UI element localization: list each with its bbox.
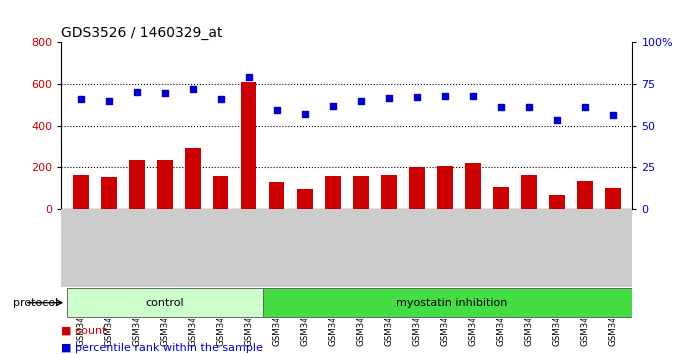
Point: [271, 107, 282, 113]
Bar: [129, 160, 144, 209]
Bar: [493, 187, 509, 209]
Point: [327, 103, 338, 109]
Bar: [262, 288, 641, 317]
Point: [551, 118, 562, 123]
Bar: [409, 167, 424, 209]
Bar: [157, 160, 173, 209]
Text: ■ count: ■ count: [61, 326, 107, 336]
Point: [384, 95, 394, 101]
Bar: [241, 82, 256, 209]
Bar: [437, 166, 452, 209]
Point: [243, 74, 254, 80]
Bar: [67, 288, 262, 317]
Point: [299, 112, 310, 117]
Point: [439, 93, 450, 98]
Bar: [185, 148, 201, 209]
Point: [103, 98, 114, 103]
Point: [579, 104, 590, 110]
Point: [411, 94, 422, 99]
Point: [495, 104, 506, 110]
Bar: [381, 175, 396, 209]
Bar: [549, 195, 564, 209]
Bar: [269, 182, 284, 209]
Point: [75, 96, 86, 102]
Point: [159, 91, 170, 96]
Point: [131, 90, 142, 95]
Bar: [577, 181, 592, 209]
Bar: [213, 176, 228, 209]
Bar: [605, 188, 620, 209]
Text: protocol: protocol: [12, 298, 58, 308]
Text: myostatin inhibition: myostatin inhibition: [396, 298, 507, 308]
Point: [188, 86, 199, 92]
Point: [216, 96, 226, 102]
Text: GDS3526 / 1460329_at: GDS3526 / 1460329_at: [61, 26, 222, 40]
Text: ■ percentile rank within the sample: ■ percentile rank within the sample: [61, 343, 263, 353]
Text: control: control: [146, 298, 184, 308]
Bar: [73, 175, 88, 209]
Bar: [465, 163, 481, 209]
Bar: [353, 176, 369, 209]
Point: [607, 113, 618, 118]
Bar: [297, 189, 313, 209]
Point: [524, 104, 534, 110]
Point: [356, 98, 367, 103]
Bar: [101, 177, 116, 209]
Point: [467, 93, 478, 98]
Bar: [521, 175, 537, 209]
Bar: [325, 176, 341, 209]
